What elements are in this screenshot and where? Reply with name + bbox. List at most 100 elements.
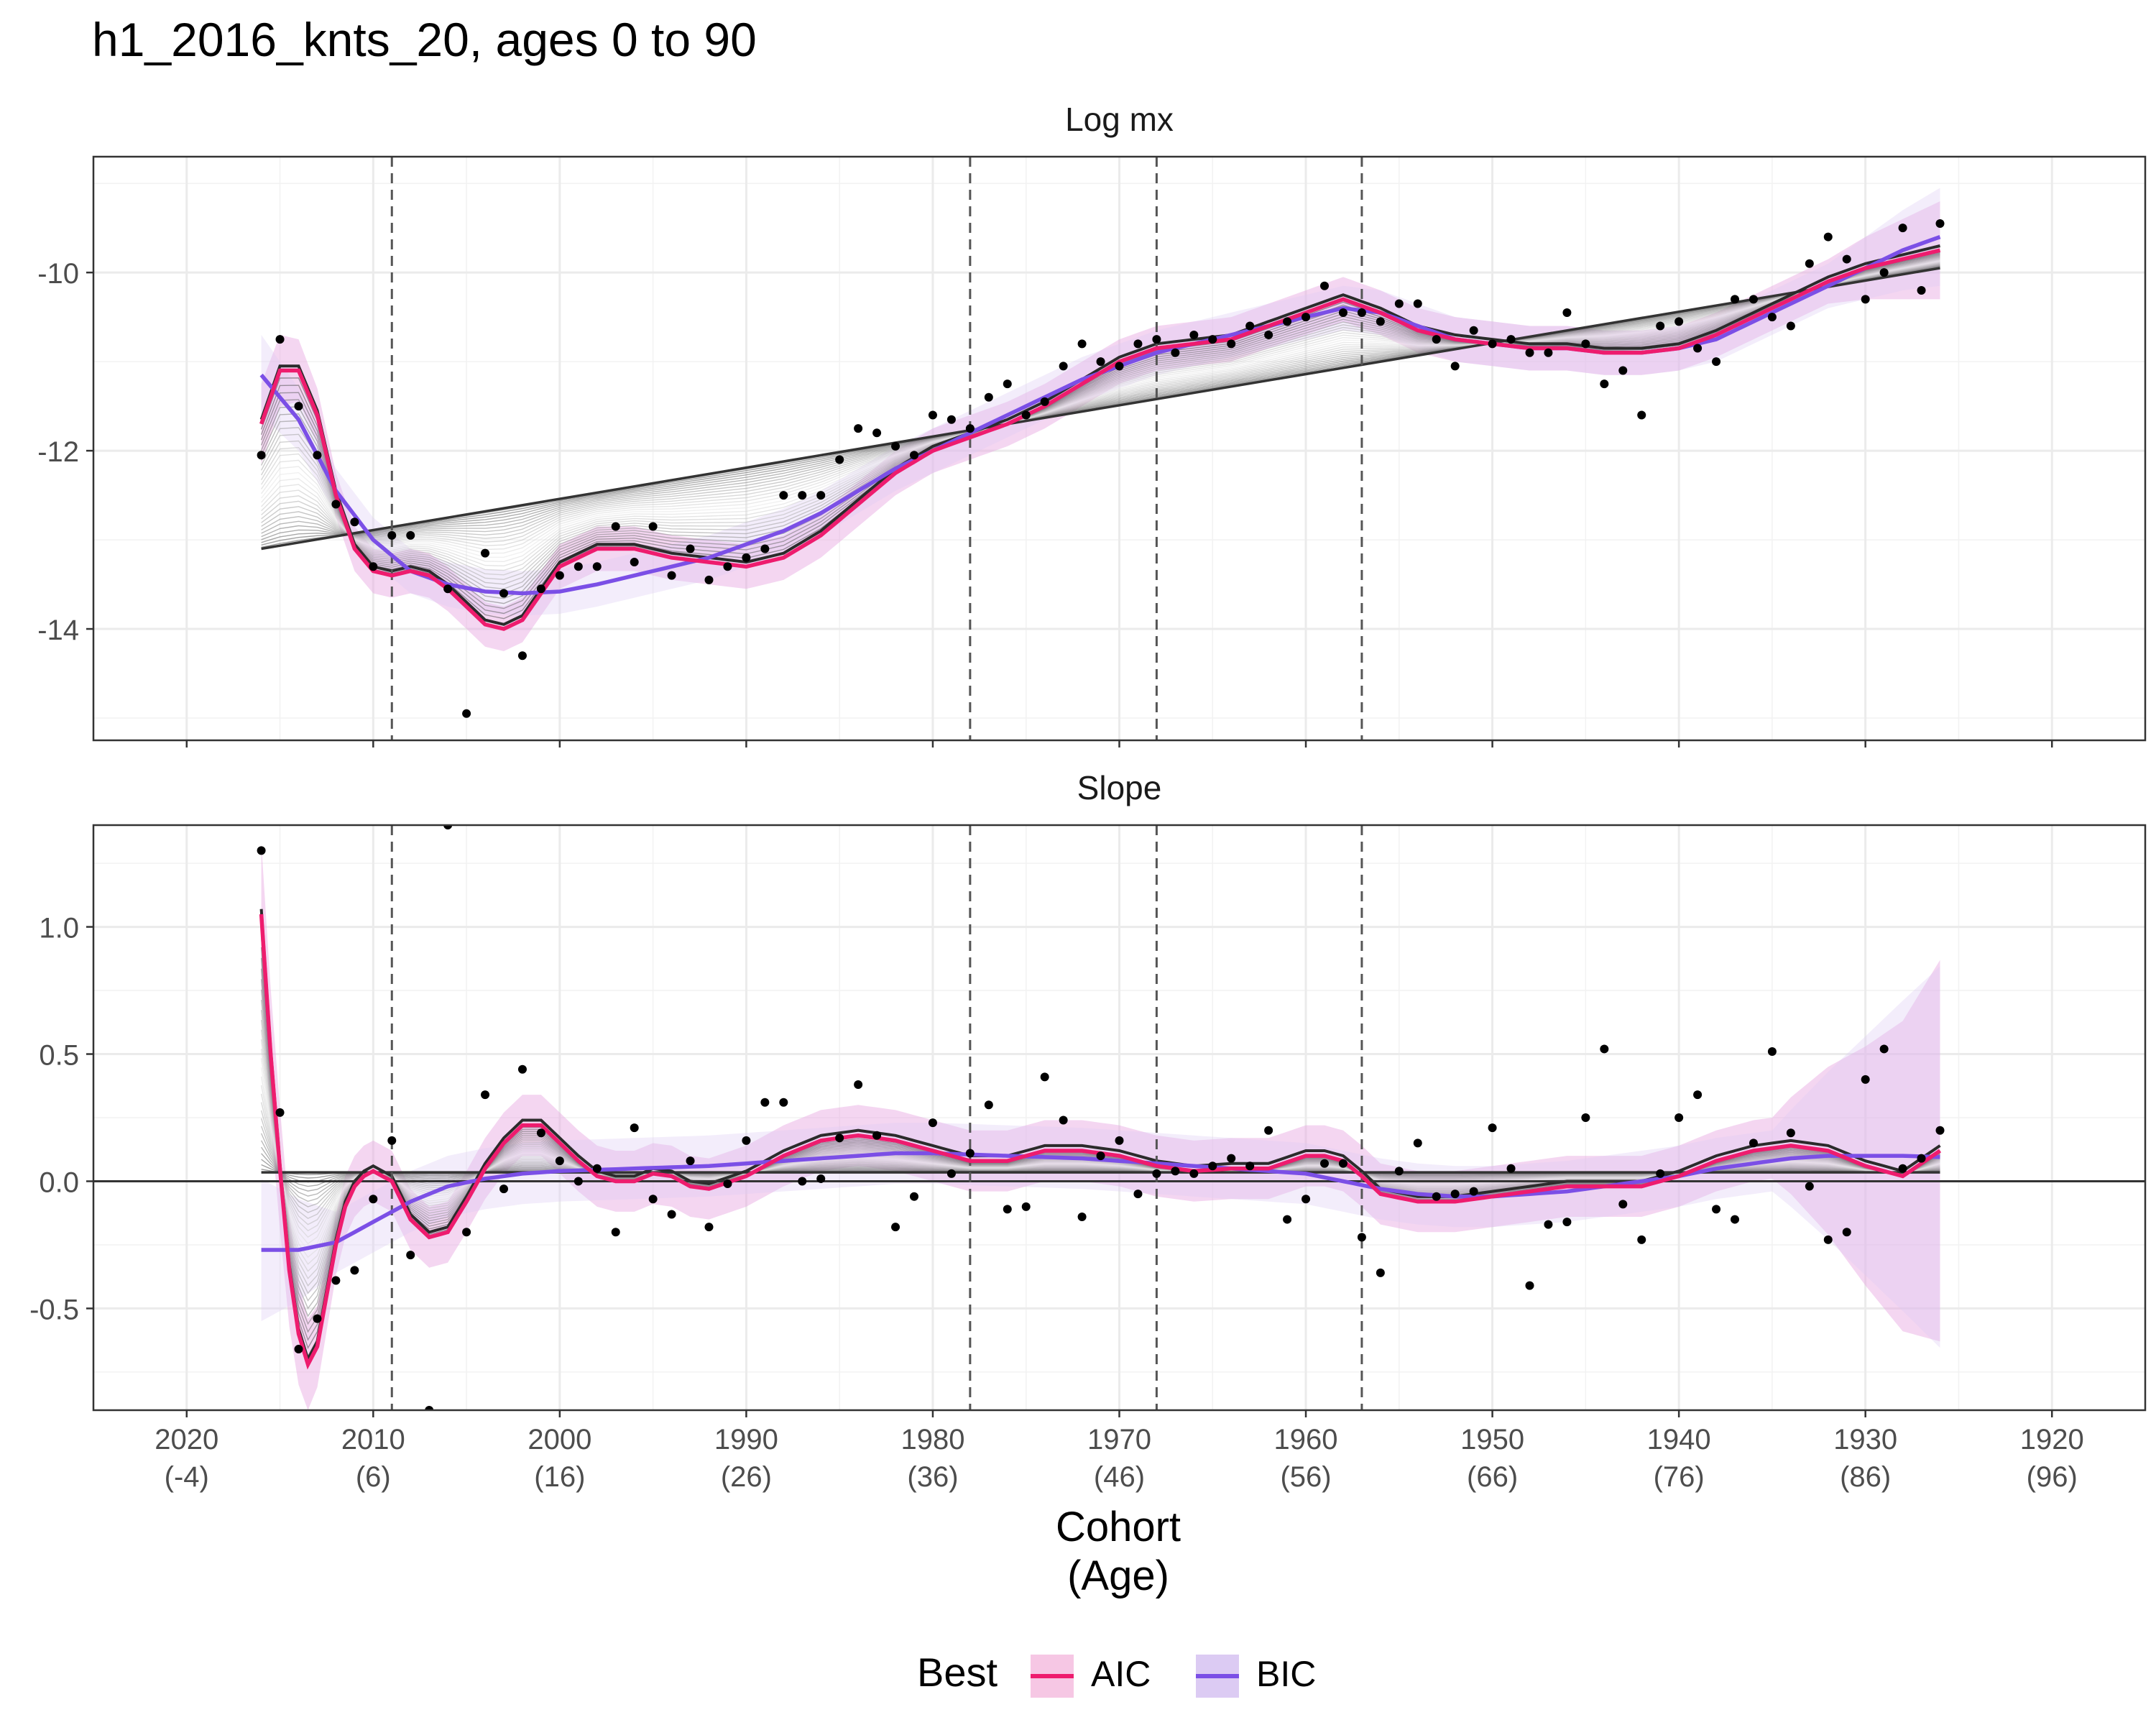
data-point — [704, 1223, 714, 1232]
data-point — [1432, 335, 1441, 344]
grey-fit-line — [261, 265, 1940, 538]
data-point — [257, 451, 266, 460]
data-point — [1133, 339, 1143, 349]
data-point — [910, 1192, 918, 1201]
data-point — [592, 1164, 602, 1173]
data-point — [1749, 295, 1758, 304]
x-tick-label-age: (76) — [1654, 1461, 1705, 1493]
data-point — [1805, 1182, 1814, 1191]
data-point — [1096, 357, 1105, 367]
x-tick-label-age: (16) — [534, 1461, 585, 1493]
data-point — [1637, 1235, 1646, 1244]
grey-fit-line — [260, 252, 1940, 615]
data-point — [1935, 218, 1945, 228]
data-point — [517, 1064, 527, 1074]
data-point — [611, 1228, 620, 1237]
data-point — [1040, 1072, 1049, 1082]
data-point — [1189, 1169, 1199, 1178]
data-point — [872, 1131, 882, 1140]
data-point — [1618, 1200, 1628, 1209]
data-point — [406, 1251, 415, 1260]
data-point — [406, 530, 415, 540]
data-point — [891, 441, 900, 451]
data-point — [1823, 1235, 1833, 1244]
x-tick-label-age: (6) — [356, 1461, 391, 1493]
data-point — [1674, 1113, 1684, 1122]
data-point — [1208, 335, 1217, 344]
data-point — [573, 1177, 583, 1186]
y-tick-label: 0.5 — [39, 1040, 79, 1072]
data-point — [1469, 1187, 1478, 1196]
data-point — [872, 428, 882, 438]
grey-fit-line — [261, 267, 1940, 543]
data-point — [350, 518, 359, 527]
data-point — [965, 424, 975, 433]
data-point — [1731, 295, 1739, 304]
y-tick-label: -12 — [37, 436, 79, 468]
data-point — [686, 544, 695, 553]
data-point — [1394, 299, 1404, 308]
data-point — [1394, 1167, 1404, 1176]
data-point — [1133, 1190, 1143, 1199]
data-point — [1693, 1090, 1703, 1100]
x-tick-label-cohort: 2020 — [155, 1424, 218, 1455]
data-point — [1264, 330, 1273, 339]
data-point — [1786, 321, 1795, 331]
data-point — [275, 335, 285, 344]
data-point — [1413, 299, 1422, 308]
data-point — [1712, 1205, 1721, 1214]
data-point — [1245, 321, 1255, 331]
data-point — [257, 846, 266, 855]
x-tick-label-age: (36) — [907, 1461, 958, 1493]
plot-area-slope — [93, 825, 2145, 1410]
data-point — [573, 562, 583, 571]
y-tick-label: -0.5 — [29, 1294, 79, 1325]
data-point — [984, 392, 993, 402]
grey-fit-line — [260, 254, 1940, 599]
plot-area-log-mx — [93, 157, 2145, 740]
data-point — [1302, 1195, 1311, 1204]
baseline-fit-line — [261, 267, 1940, 551]
data-point — [1842, 1228, 1851, 1237]
data-point — [667, 1210, 676, 1219]
chart-title: h1_2016_knts_20, ages 0 to 90 — [92, 13, 757, 66]
data-point — [1488, 1123, 1497, 1133]
data-point — [481, 548, 490, 558]
data-point — [946, 1169, 956, 1178]
strip-label-slope: Slope — [1077, 769, 1162, 806]
data-point — [369, 1195, 378, 1204]
data-point — [443, 825, 453, 829]
data-point — [555, 571, 564, 580]
data-point — [1245, 1162, 1255, 1171]
data-point — [910, 451, 918, 460]
data-point — [1264, 1126, 1273, 1135]
data-point — [536, 1128, 545, 1138]
data-point — [1731, 1215, 1739, 1224]
data-point — [1227, 339, 1236, 349]
x-tick-label-cohort: 1950 — [1460, 1424, 1524, 1455]
grey-fit-line — [261, 264, 1940, 537]
data-point — [946, 415, 956, 424]
data-point — [611, 522, 620, 531]
data-point — [1432, 1192, 1441, 1201]
data-point — [1600, 1044, 1609, 1054]
data-point — [331, 500, 341, 509]
data-point — [369, 562, 378, 571]
data-point — [630, 1123, 639, 1133]
data-point — [816, 491, 826, 500]
x-axis: 2020 (-4) 2010 (6) 2000 (16) 1990 (26) 1980 (36) 1… — [155, 1424, 2083, 1493]
y-tick-label: -10 — [37, 258, 79, 290]
data-point — [387, 530, 397, 540]
data-point — [1525, 1281, 1534, 1290]
data-point — [1712, 357, 1721, 367]
data-point — [779, 1098, 788, 1107]
data-point — [313, 451, 322, 460]
data-point — [1413, 1138, 1422, 1148]
grey-fit-line — [261, 264, 1940, 538]
data-point — [1338, 308, 1348, 317]
data-point — [1357, 308, 1366, 317]
x-tick-label-cohort: 1960 — [1274, 1424, 1338, 1455]
data-point — [1115, 362, 1124, 371]
data-point — [630, 558, 639, 567]
